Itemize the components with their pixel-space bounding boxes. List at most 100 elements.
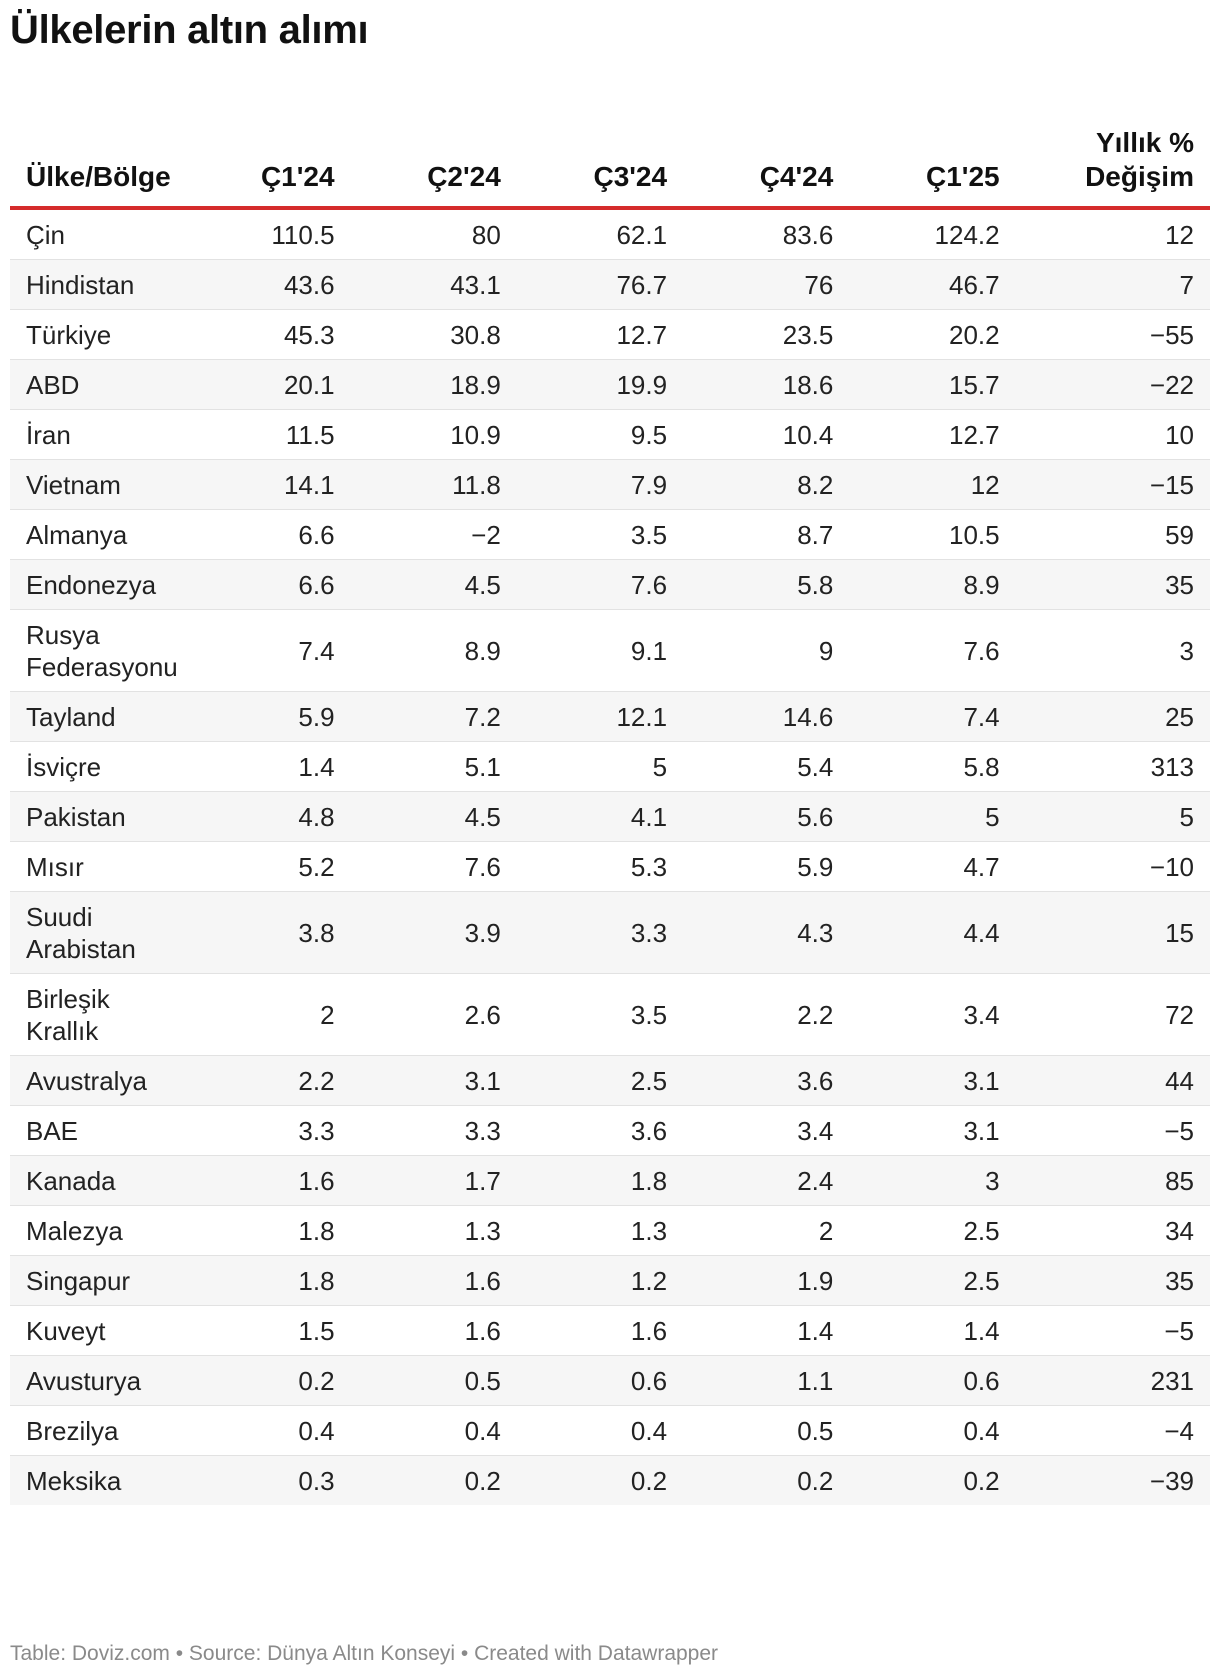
q4-24-cell: 9 xyxy=(683,609,850,692)
country-cell: Singapur xyxy=(10,1255,185,1306)
country-cell: Çin xyxy=(10,208,185,260)
table-row: Çin 110.5 80 62.1 83.6 124.2 12 xyxy=(10,208,1210,260)
q2-24-cell: 0.5 xyxy=(350,1355,517,1406)
table-row: Pakistan 4.8 4.5 4.1 5.6 5 5 xyxy=(10,791,1210,842)
yearly-change-cell: 44 xyxy=(1015,1055,1210,1106)
q4-24-cell: 1.1 xyxy=(683,1355,850,1406)
q4-24-cell: 76 xyxy=(683,259,850,310)
q2-24-cell: 7.6 xyxy=(350,841,517,892)
q2-24-cell: 11.8 xyxy=(350,459,517,510)
q3-24-cell: 1.3 xyxy=(516,1205,684,1256)
country-cell: BAE xyxy=(10,1105,185,1156)
column-header-yearly-change[interactable]: Yıllık % Değişim xyxy=(1015,110,1210,210)
q1-24-cell: 1.8 xyxy=(184,1255,351,1306)
q1-24-cell: 43.6 xyxy=(184,259,351,310)
country-cell: Türkiye xyxy=(10,309,185,360)
column-header-q1-25[interactable]: Ç1'25 xyxy=(849,110,1016,210)
q1-24-cell: 1.4 xyxy=(184,741,351,792)
yearly-change-cell: 231 xyxy=(1015,1355,1210,1406)
yearly-change-cell: 15 xyxy=(1015,891,1210,974)
yearly-change-cell: −4 xyxy=(1015,1405,1210,1456)
q1-25-cell: 20.2 xyxy=(849,309,1016,360)
yearly-change-cell: −39 xyxy=(1015,1455,1210,1505)
country-cell: Hindistan xyxy=(10,259,185,310)
country-cell: Pakistan xyxy=(10,791,185,842)
q1-25-cell: 12.7 xyxy=(849,409,1016,460)
q4-24-cell: 5.4 xyxy=(683,741,850,792)
q4-24-cell: 3.4 xyxy=(683,1105,850,1156)
q2-24-cell: 7.2 xyxy=(350,691,517,742)
q4-24-cell: 3.6 xyxy=(683,1055,850,1106)
column-header-q4-24[interactable]: Ç4'24 xyxy=(683,110,850,210)
yearly-change-cell: −55 xyxy=(1015,309,1210,360)
q1-25-cell: 124.2 xyxy=(849,208,1016,260)
q2-24-cell: 5.1 xyxy=(350,741,517,792)
q1-25-cell: 7.4 xyxy=(849,691,1016,742)
country-cell: ABD xyxy=(10,359,185,410)
country-cell: Suudi Arabistan xyxy=(10,891,185,974)
q3-24-cell: 1.6 xyxy=(516,1305,684,1356)
yearly-change-cell: 10 xyxy=(1015,409,1210,460)
data-table-container: Ülke/Bölge Ç1'24 Ç2'24 Ç3'24 Ç4'24 Ç1'25… xyxy=(10,110,1210,1505)
q1-25-cell: 46.7 xyxy=(849,259,1016,310)
yearly-change-cell: 7 xyxy=(1015,259,1210,310)
q2-24-cell: 4.5 xyxy=(350,559,517,610)
q1-25-cell: 0.4 xyxy=(849,1405,1016,1456)
q1-24-cell: 20.1 xyxy=(184,359,351,410)
q3-24-cell: 7.6 xyxy=(516,559,684,610)
q1-25-cell: 3.4 xyxy=(849,973,1016,1056)
q2-24-cell: 1.3 xyxy=(350,1205,517,1256)
q1-24-cell: 6.6 xyxy=(184,559,351,610)
q4-24-cell: 1.4 xyxy=(683,1305,850,1356)
q1-24-cell: 3.3 xyxy=(184,1105,351,1156)
q1-24-cell: 0.2 xyxy=(184,1355,351,1406)
yearly-change-cell: −15 xyxy=(1015,459,1210,510)
q2-24-cell: 43.1 xyxy=(350,259,517,310)
q4-24-cell: 1.9 xyxy=(683,1255,850,1306)
q1-24-cell: 110.5 xyxy=(184,208,351,260)
q4-24-cell: 14.6 xyxy=(683,691,850,742)
table-row: Brezilya 0.4 0.4 0.4 0.5 0.4 −4 xyxy=(10,1405,1210,1456)
column-header-q2-24[interactable]: Ç2'24 xyxy=(350,110,517,210)
q3-24-cell: 19.9 xyxy=(516,359,684,410)
q2-24-cell: 80 xyxy=(350,208,517,260)
table-body: Çin 110.5 80 62.1 83.6 124.2 12 Hindistan 43.6 43… xyxy=(10,208,1210,1505)
column-header-q1-24[interactable]: Ç1'24 xyxy=(184,110,351,210)
q2-24-cell: 1.6 xyxy=(350,1255,517,1306)
yearly-change-cell: 35 xyxy=(1015,559,1210,610)
country-cell: Kanada xyxy=(10,1155,185,1206)
q4-24-cell: 10.4 xyxy=(683,409,850,460)
column-header-country[interactable]: Ülke/Bölge xyxy=(10,110,185,210)
country-cell: Meksika xyxy=(10,1455,185,1505)
yearly-change-cell: −5 xyxy=(1015,1105,1210,1156)
q3-24-cell: 3.5 xyxy=(516,973,684,1056)
table-row: Hindistan 43.6 43.1 76.7 76 46.7 7 xyxy=(10,259,1210,310)
q3-24-cell: 0.4 xyxy=(516,1405,684,1456)
q1-25-cell: 2.5 xyxy=(849,1205,1016,1256)
q1-24-cell: 0.4 xyxy=(184,1405,351,1456)
q1-24-cell: 6.6 xyxy=(184,509,351,560)
yearly-change-cell: −10 xyxy=(1015,841,1210,892)
column-header-q3-24[interactable]: Ç3'24 xyxy=(516,110,684,210)
q4-24-cell: 2 xyxy=(683,1205,850,1256)
country-cell: Tayland xyxy=(10,691,185,742)
q1-25-cell: 3.1 xyxy=(849,1055,1016,1106)
table-row: Tayland 5.9 7.2 12.1 14.6 7.4 25 xyxy=(10,691,1210,742)
q3-24-cell: 1.2 xyxy=(516,1255,684,1306)
q1-25-cell: 4.4 xyxy=(849,891,1016,974)
q1-24-cell: 5.2 xyxy=(184,841,351,892)
source-footer: Table: Doviz.com • Source: Dünya Altın K… xyxy=(10,1642,719,1665)
q2-24-cell: 1.6 xyxy=(350,1305,517,1356)
table-row: Türkiye 45.3 30.8 12.7 23.5 20.2 −55 xyxy=(10,309,1210,360)
q1-24-cell: 0.3 xyxy=(184,1455,351,1505)
yearly-change-cell: −22 xyxy=(1015,359,1210,410)
table-row: Rusya Federasyonu 7.4 8.9 9.1 9 7.6 3 xyxy=(10,609,1210,692)
country-cell: Avusturya xyxy=(10,1355,185,1406)
q2-24-cell: 4.5 xyxy=(350,791,517,842)
table-row: Vietnam 14.1 11.8 7.9 8.2 12 −15 xyxy=(10,459,1210,510)
q4-24-cell: 2.2 xyxy=(683,973,850,1056)
table-row: İran 11.5 10.9 9.5 10.4 12.7 10 xyxy=(10,409,1210,460)
q1-24-cell: 7.4 xyxy=(184,609,351,692)
q4-24-cell: 23.5 xyxy=(683,309,850,360)
q4-24-cell: 83.6 xyxy=(683,208,850,260)
